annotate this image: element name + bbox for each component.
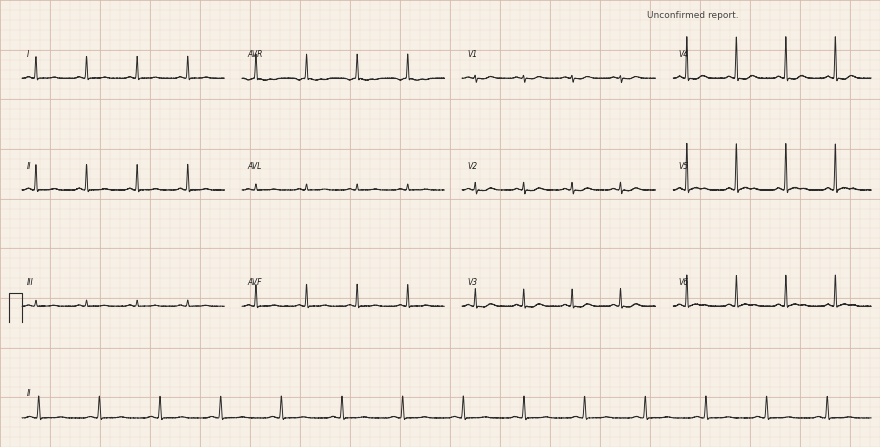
Text: I: I	[27, 50, 30, 59]
Text: V3: V3	[467, 278, 478, 287]
Text: V6: V6	[678, 278, 689, 287]
Text: AVF: AVF	[247, 278, 261, 287]
Text: Unconfirmed report.: Unconfirmed report.	[647, 11, 738, 20]
Text: III: III	[27, 278, 34, 287]
Text: AVR: AVR	[247, 50, 262, 59]
Text: V4: V4	[678, 50, 689, 59]
Text: V5: V5	[678, 161, 689, 170]
Text: II: II	[27, 161, 32, 170]
Text: V2: V2	[467, 161, 478, 170]
Text: II: II	[27, 389, 32, 398]
Text: V1: V1	[467, 50, 478, 59]
Text: AVL: AVL	[247, 161, 261, 170]
